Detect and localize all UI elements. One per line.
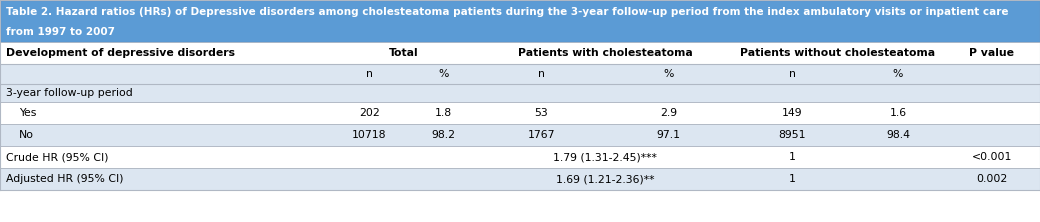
Text: Patients without cholesteatoma: Patients without cholesteatoma — [740, 48, 935, 58]
Text: Yes: Yes — [19, 108, 36, 118]
Bar — [0, 124, 1040, 146]
Bar — [0, 0, 1040, 42]
Text: No: No — [19, 130, 33, 140]
Bar — [0, 42, 1040, 64]
Bar — [0, 64, 1040, 84]
Text: 1: 1 — [788, 152, 796, 162]
Bar — [0, 168, 1040, 190]
Text: 1.79 (1.31-2.45)***: 1.79 (1.31-2.45)*** — [553, 152, 657, 162]
Text: 8951: 8951 — [778, 130, 806, 140]
Text: n: n — [366, 69, 372, 79]
Text: Development of depressive disorders: Development of depressive disorders — [6, 48, 235, 58]
Text: 53: 53 — [535, 108, 548, 118]
Text: %: % — [438, 69, 448, 79]
Text: P value: P value — [969, 48, 1014, 58]
Text: Patients with cholesteatoma: Patients with cholesteatoma — [518, 48, 693, 58]
Text: %: % — [664, 69, 674, 79]
Text: 0.002: 0.002 — [977, 174, 1008, 184]
Text: from 1997 to 2007: from 1997 to 2007 — [6, 26, 115, 36]
Text: 1767: 1767 — [528, 130, 555, 140]
Text: %: % — [892, 69, 903, 79]
Text: 1.69 (1.21-2.36)**: 1.69 (1.21-2.36)** — [555, 174, 654, 184]
Text: 2.9: 2.9 — [659, 108, 677, 118]
Text: Total: Total — [389, 48, 419, 58]
Bar — [0, 102, 1040, 124]
Text: 98.4: 98.4 — [886, 130, 910, 140]
Bar — [0, 84, 1040, 102]
Text: n: n — [538, 69, 545, 79]
Text: Crude HR (95% CI): Crude HR (95% CI) — [6, 152, 109, 162]
Text: n: n — [788, 69, 796, 79]
Text: 149: 149 — [782, 108, 803, 118]
Text: 10718: 10718 — [352, 130, 386, 140]
Text: 1.8: 1.8 — [435, 108, 451, 118]
Text: 202: 202 — [359, 108, 380, 118]
Text: 1.6: 1.6 — [889, 108, 907, 118]
Text: <0.001: <0.001 — [971, 152, 1012, 162]
Bar — [0, 146, 1040, 168]
Text: 1: 1 — [788, 174, 796, 184]
Text: 3-year follow-up period: 3-year follow-up period — [6, 88, 133, 98]
Text: 97.1: 97.1 — [656, 130, 680, 140]
Text: Table 2. Hazard ratios (HRs) of Depressive disorders among cholesteatoma patient: Table 2. Hazard ratios (HRs) of Depressi… — [6, 7, 1009, 17]
Text: 98.2: 98.2 — [432, 130, 456, 140]
Text: Adjusted HR (95% CI): Adjusted HR (95% CI) — [6, 174, 124, 184]
